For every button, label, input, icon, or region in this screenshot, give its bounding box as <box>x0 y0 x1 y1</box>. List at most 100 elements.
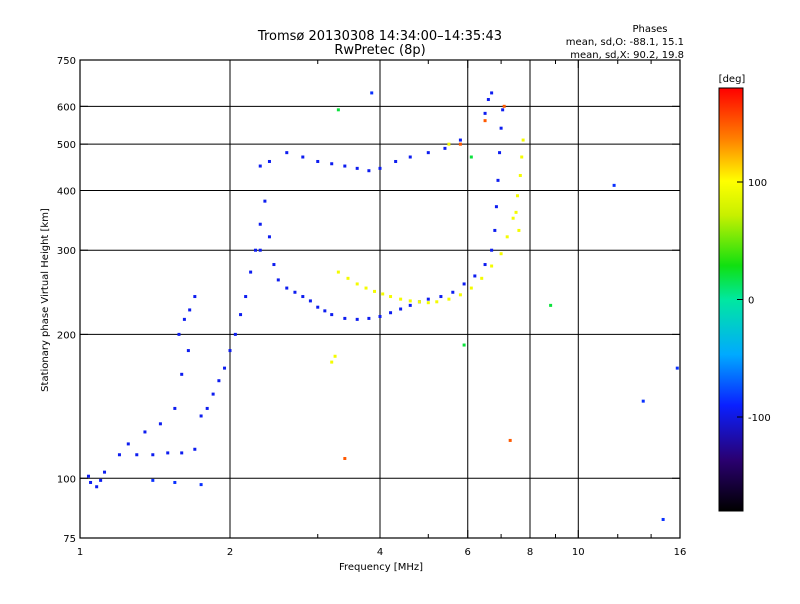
data-point-1-11 <box>435 300 439 304</box>
data-point-0-17 <box>177 332 181 336</box>
data-point-0-12 <box>143 430 147 434</box>
data-point-0-67 <box>483 111 487 115</box>
data-point-0-11 <box>126 442 130 446</box>
data-point-0-8 <box>166 451 170 455</box>
data-point-0-1 <box>95 485 99 489</box>
colorbar-tick-label-1: 0 <box>748 296 754 307</box>
data-point-0-18 <box>182 317 186 321</box>
data-point-0-30 <box>249 270 253 274</box>
data-point-3-3 <box>483 119 487 123</box>
x-tick-label-2: 4 <box>377 547 383 558</box>
data-point-0-15 <box>180 372 184 376</box>
data-point-0-50 <box>399 307 403 311</box>
data-point-2-0 <box>336 108 340 112</box>
data-point-0-2 <box>99 478 103 482</box>
data-point-0-58 <box>483 263 487 267</box>
data-point-0-79 <box>426 151 430 155</box>
data-point-0-83 <box>267 159 271 163</box>
colorbar-tick-label-0: 100 <box>748 178 767 189</box>
data-point-1-13 <box>458 293 462 297</box>
y-tick-label-0: 75 <box>63 534 76 545</box>
data-point-2-1 <box>462 343 466 347</box>
data-point-1-26 <box>447 142 451 146</box>
data-point-0-74 <box>355 166 359 170</box>
data-point-0-81 <box>458 138 462 142</box>
data-point-0-14 <box>173 406 177 410</box>
data-point-4-4 <box>675 366 679 370</box>
x-tick-label-3: 6 <box>465 547 471 558</box>
data-point-3-1 <box>508 438 512 442</box>
data-point-0-25 <box>223 366 227 370</box>
data-point-0-59 <box>490 248 494 252</box>
data-point-3-4 <box>502 104 506 108</box>
data-point-1-9 <box>417 300 421 304</box>
y-tick-label-4: 400 <box>57 186 76 197</box>
data-point-0-69 <box>285 151 289 155</box>
data-point-0-35 <box>267 235 271 239</box>
data-point-0-41 <box>308 299 312 303</box>
data-point-1-7 <box>399 297 403 301</box>
data-point-4-3 <box>661 517 665 521</box>
data-point-0-31 <box>253 248 257 252</box>
data-point-1-21 <box>518 173 522 177</box>
data-point-0-36 <box>272 263 276 267</box>
data-point-0-44 <box>330 313 334 317</box>
data-point-0-82 <box>258 164 262 168</box>
x-axis-label: Frequency [MHz] <box>339 562 423 573</box>
data-point-0-77 <box>394 159 398 163</box>
data-point-0-24 <box>217 379 221 383</box>
data-point-1-3 <box>364 286 368 290</box>
data-point-0-26 <box>228 349 232 353</box>
data-point-0-33 <box>263 199 267 203</box>
data-point-4-5 <box>173 480 177 484</box>
data-point-0-53 <box>426 297 430 301</box>
y-tick-label-3: 300 <box>57 246 76 257</box>
stats-line-1: mean, sd,O: -88.1, 15.1 <box>566 37 684 48</box>
colorbar: [deg] 100 0 -100 <box>718 74 771 512</box>
data-point-1-5 <box>381 292 385 296</box>
data-point-1-6 <box>389 295 393 299</box>
x-tick-label-0: 1 <box>77 547 83 558</box>
data-point-1-25 <box>333 354 337 358</box>
data-point-2-2 <box>469 155 473 159</box>
data-point-4-6 <box>199 483 203 487</box>
data-point-4-1 <box>612 183 616 187</box>
data-point-0-38 <box>285 286 289 290</box>
data-point-0-48 <box>378 314 382 318</box>
data-point-4-0 <box>370 91 374 95</box>
data-point-0-57 <box>473 274 477 278</box>
data-point-1-12 <box>447 297 451 301</box>
data-point-1-10 <box>426 301 430 305</box>
data-point-1-8 <box>408 299 412 303</box>
marks-layer <box>86 91 679 521</box>
data-point-3-0 <box>343 456 347 460</box>
data-point-1-23 <box>521 138 525 142</box>
data-point-0-62 <box>496 178 500 182</box>
data-point-0-70 <box>301 155 305 159</box>
data-point-0-10 <box>193 447 197 451</box>
data-point-0-5 <box>117 453 121 457</box>
grid-layer <box>80 60 680 538</box>
data-point-1-2 <box>355 282 359 286</box>
data-point-0-43 <box>323 309 327 313</box>
y-tick-label-2: 200 <box>57 330 76 341</box>
axes-layer: 1 2 4 6 8 10 16 75 100 200 300 400 500 600 750 <box>57 56 686 558</box>
data-point-1-20 <box>515 194 519 198</box>
data-point-0-22 <box>205 406 209 410</box>
data-point-1-18 <box>505 235 509 239</box>
data-point-0-80 <box>443 146 447 150</box>
data-point-1-19 <box>511 216 515 220</box>
chart-subtitle: RwPretec (8p) <box>334 43 425 58</box>
data-point-1-14 <box>469 286 473 290</box>
data-point-0-9 <box>180 451 184 455</box>
data-point-0-29 <box>244 295 248 299</box>
y-tick-label-1: 100 <box>57 474 76 485</box>
data-point-0-23 <box>211 392 215 396</box>
colorbar-tick-label-2: -100 <box>748 413 771 424</box>
data-point-0-64 <box>499 126 503 130</box>
data-point-1-24 <box>330 360 334 364</box>
data-point-0-56 <box>462 282 466 286</box>
data-point-0-27 <box>233 332 237 336</box>
data-point-0-46 <box>355 317 359 321</box>
